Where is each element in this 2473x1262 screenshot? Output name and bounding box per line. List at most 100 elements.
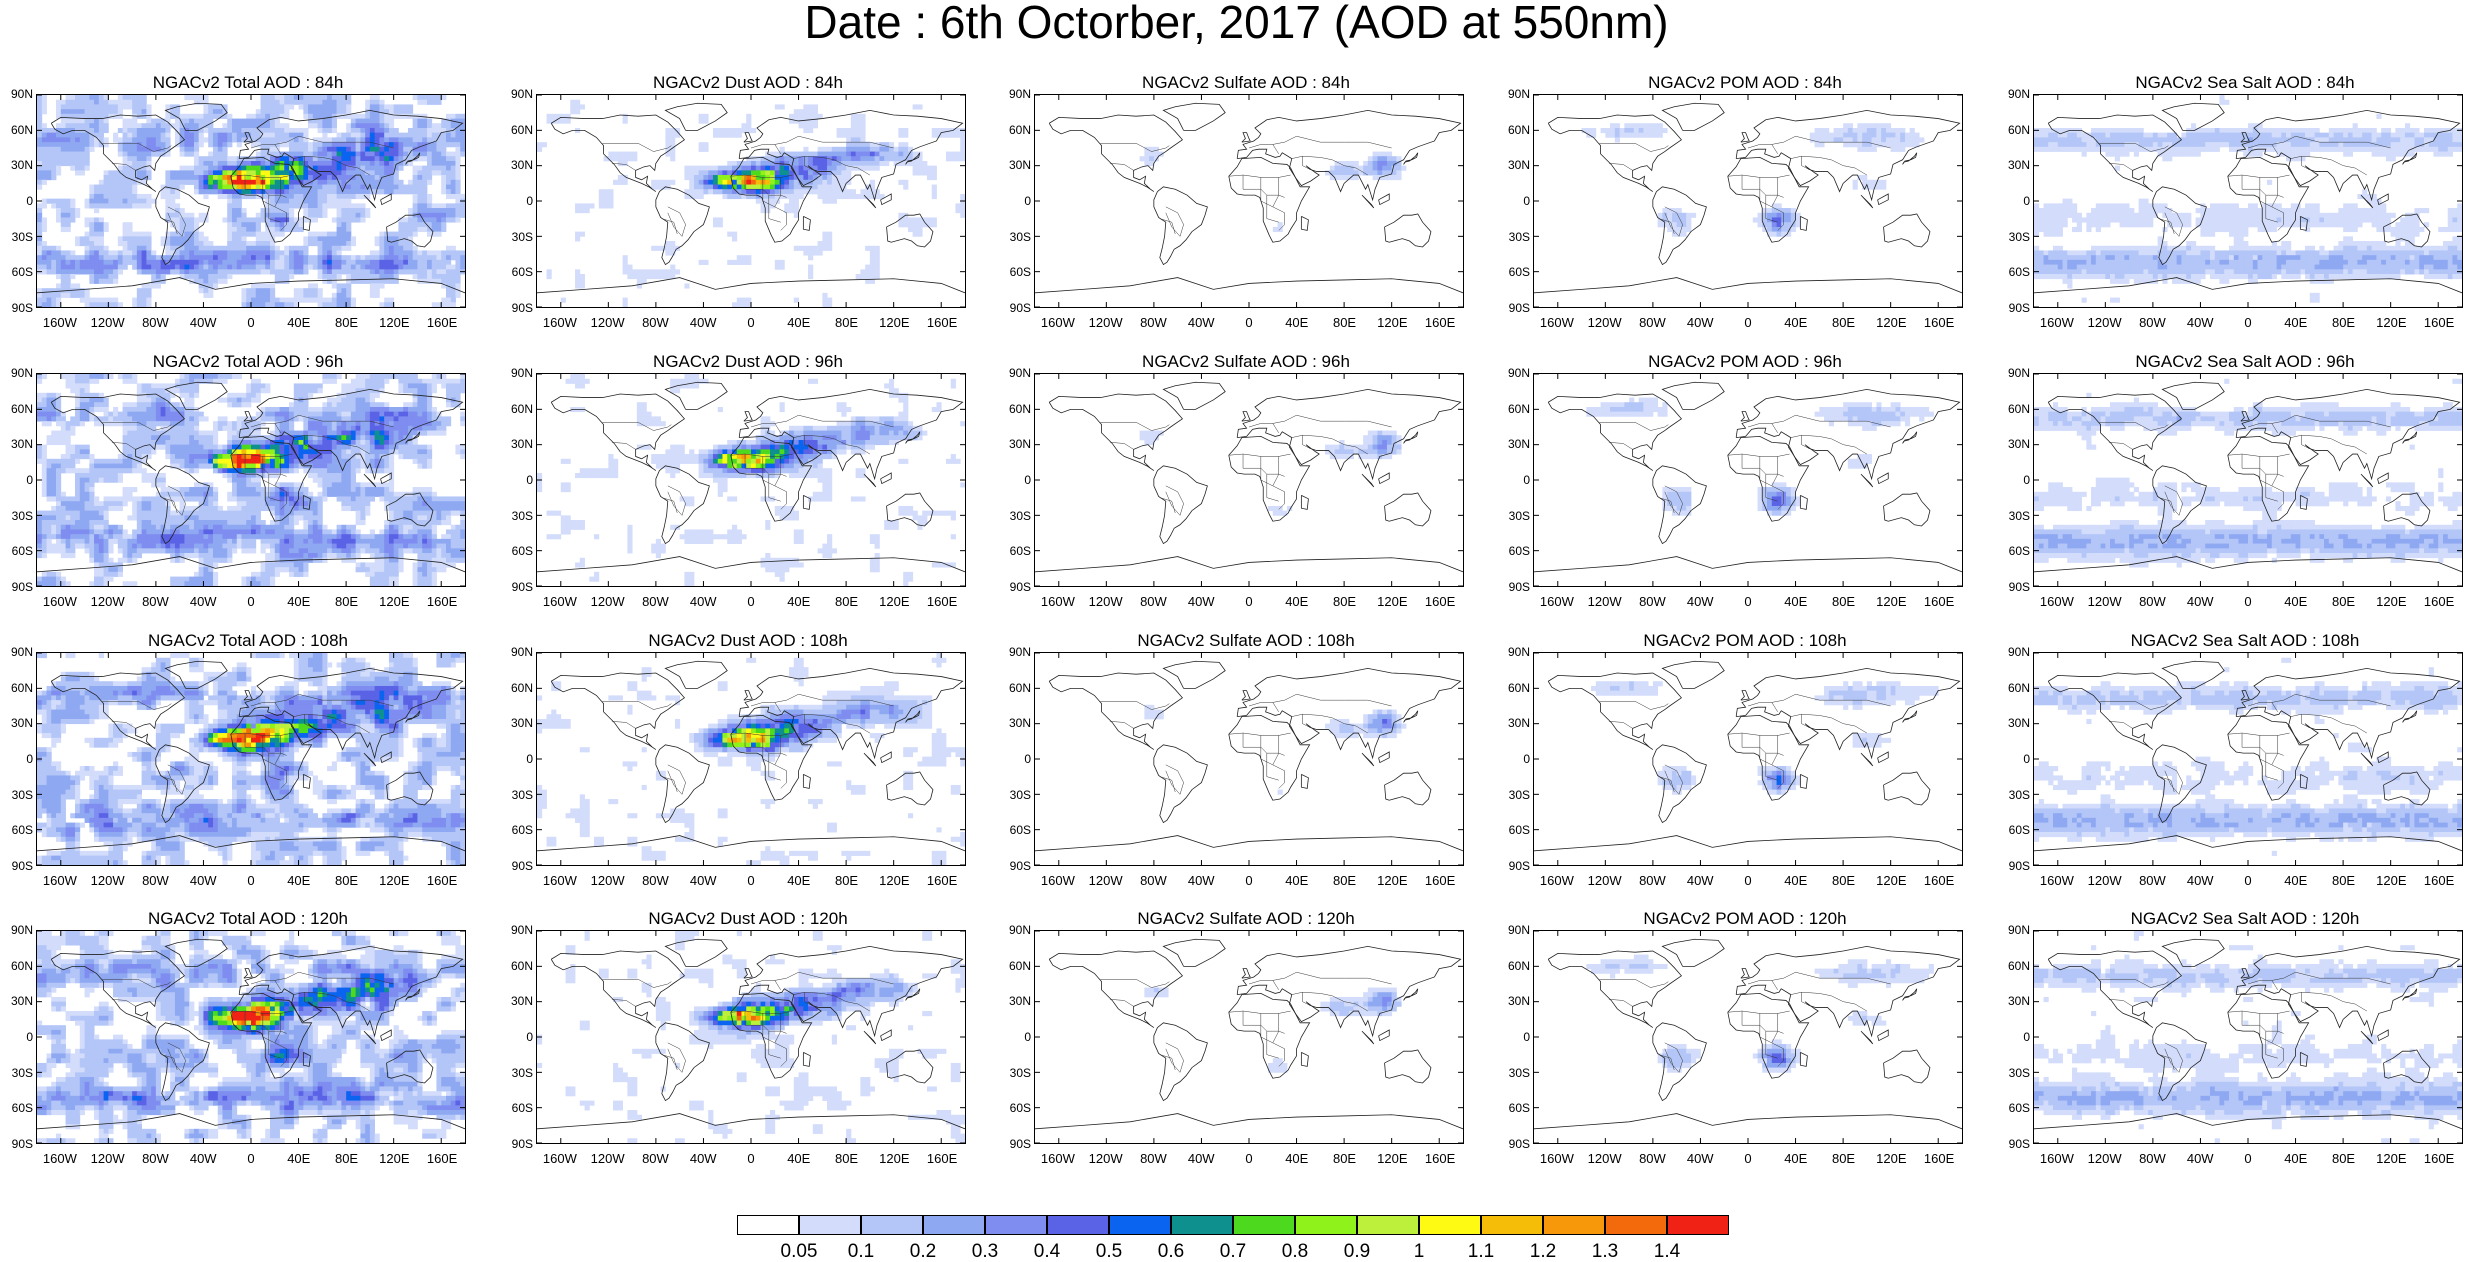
aod-cell [632,269,637,274]
aod-cell [123,166,128,171]
lon-tick-label: 160W [43,316,77,329]
aod-cell [37,185,42,190]
aod-cell [113,109,118,114]
aod-cell [332,293,337,298]
aod-cell [822,241,827,246]
aod-cell [1772,213,1777,218]
aod-cell [2086,137,2091,142]
aod-cell [780,189,785,194]
aod-cell [294,269,299,274]
aod-cell [1853,133,1858,138]
aod-cell [413,217,418,222]
aod-cell [1891,133,1896,138]
aod-cell [932,194,937,199]
aod-cell [403,222,408,227]
aod-cell [227,170,232,175]
aod-cell [618,156,623,161]
aod-cell [346,104,351,109]
aod-cell [722,194,727,199]
aod-cell [47,199,52,204]
aod-cell [604,194,609,199]
aod-cell [746,123,751,128]
aod-cell [360,269,365,274]
aod-cell [104,128,109,133]
aod-cell [280,109,285,114]
aod-cell [265,109,270,114]
aod-cell [289,180,294,185]
aod-cell [184,119,189,124]
aod-cell [113,170,118,175]
aod-cell [2258,152,2263,157]
aod-cell [1905,137,1910,142]
aod-cell [1881,137,1886,142]
aod-cell [2329,142,2334,147]
aod-cell [299,250,304,255]
aod-cell [2400,128,2405,133]
aod-cell [61,142,66,147]
aod-cell [337,189,342,194]
aod-cell [1149,152,1154,157]
aod-cell [627,152,632,157]
aod-cell [1354,161,1359,166]
aod-cell [2310,142,2315,147]
aod-cell [384,189,389,194]
aod-cell [422,133,427,138]
aod-cell [2034,208,2039,213]
aod-cell [813,123,818,128]
aod-cell [66,109,71,114]
aod-cell [2310,133,2315,138]
aod-cell [951,133,956,138]
aod-cell [837,194,842,199]
aod-cell [341,298,346,303]
aod-cell [89,147,94,152]
lon-tick-label: 40E [287,316,310,329]
aod-cell [1891,137,1896,142]
aod-cell [75,283,80,288]
aod-cell [246,250,251,255]
aod-cell [765,166,770,171]
lon-tick-label: 80W [1639,316,1666,329]
aod-cell [303,260,308,265]
lon-tick-label: 160E [1924,316,1954,329]
aod-cell [261,288,266,293]
aod-cell [2205,142,2210,147]
aod-cell [146,114,151,119]
aod-cell [761,170,766,175]
aod-cell [332,194,337,199]
aod-cell [460,133,465,138]
aod-cell [337,170,342,175]
aod-cell [436,227,441,232]
aod-cell [184,246,189,251]
aod-cell [1786,208,1791,213]
aod-cell [203,166,208,171]
aod-cell [432,142,437,147]
aod-cell [1344,161,1349,166]
aod-cell [718,133,723,138]
aod-cell [2305,137,2310,142]
aod-cell [375,156,380,161]
aod-cell [303,161,308,166]
aod-cell [241,189,246,194]
aod-cell [1686,227,1691,232]
aod-cell [427,123,432,128]
aod-cell [313,185,318,190]
aod-cell [351,185,356,190]
map-frame [1533,94,1963,308]
aod-cell [670,269,675,274]
aod-cell [303,236,308,241]
aod-cell [589,203,594,208]
aod-cell [2291,156,2296,161]
aod-cell [146,199,151,204]
aod-cell [2277,137,2282,142]
aod-cell [436,128,441,133]
aod-cell [194,222,199,227]
aod-cell [56,109,61,114]
aod-cell [113,194,118,199]
aod-cell [737,255,742,260]
aod-cell [99,255,104,260]
aod-cell [2367,213,2372,218]
aod-cell [104,185,109,190]
aod-cell [2343,147,2348,152]
aod-cell [2120,142,2125,147]
aod-cell [303,114,308,119]
